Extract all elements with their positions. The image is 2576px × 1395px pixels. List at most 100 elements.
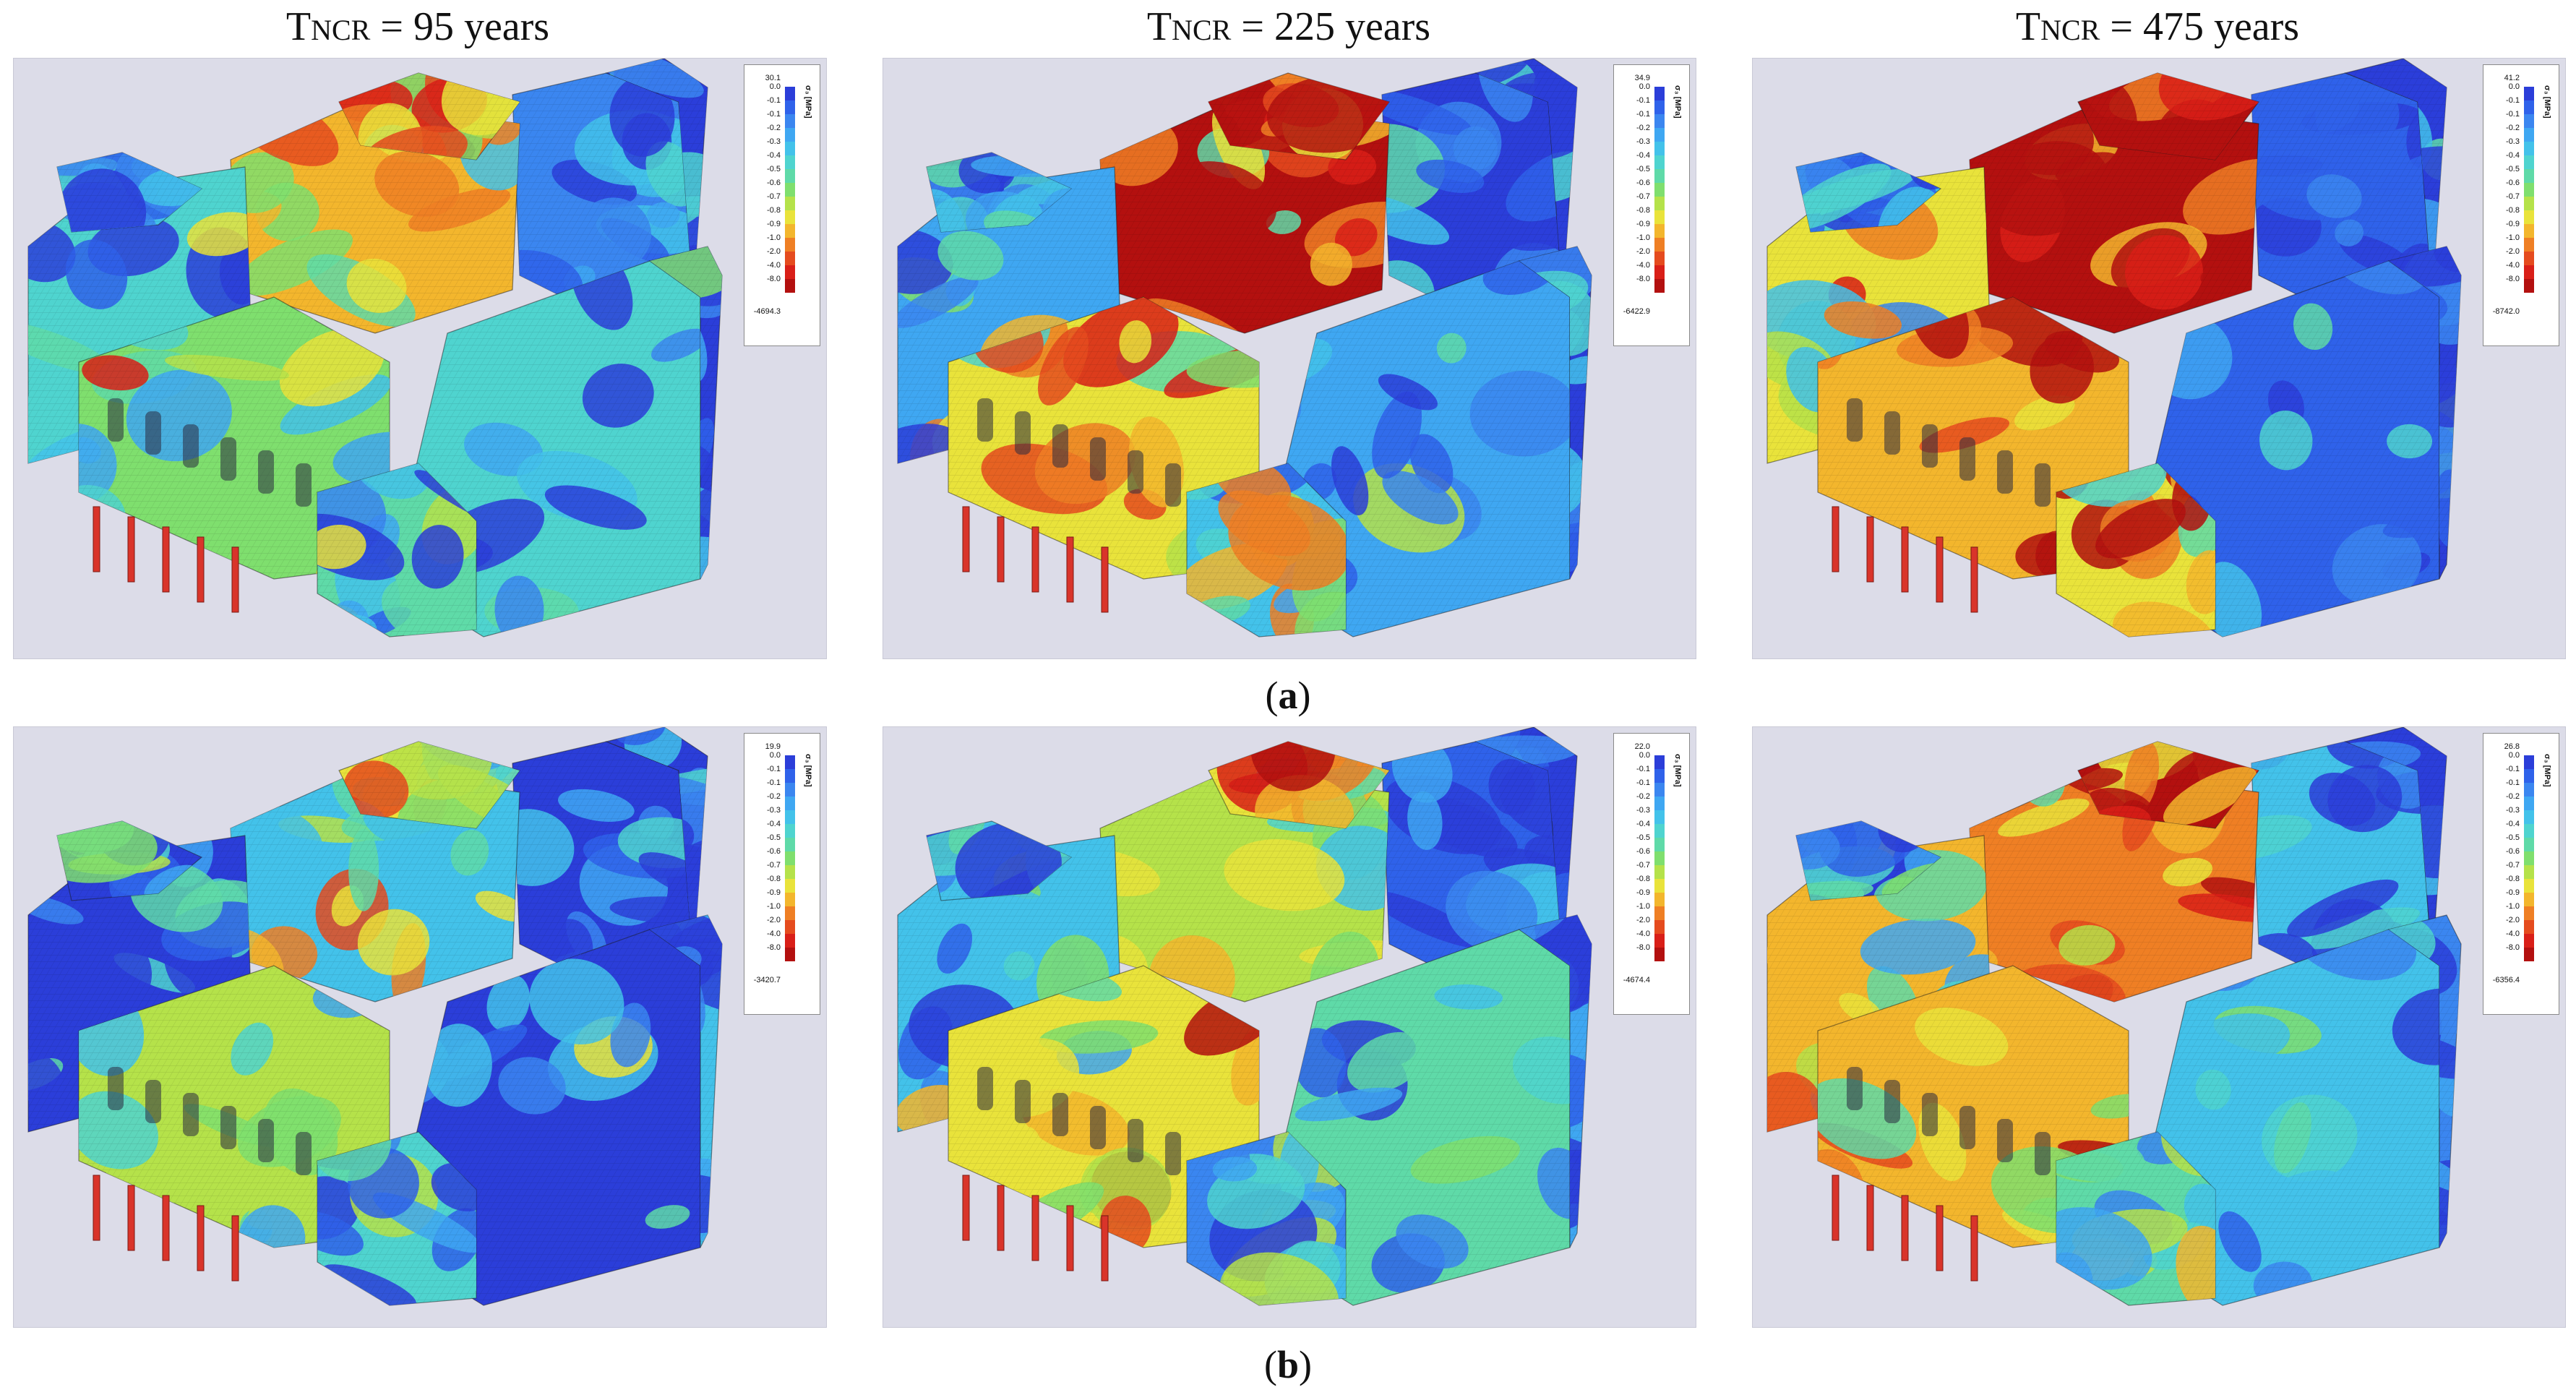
legend-tick-label: -0.9 <box>2506 888 2520 897</box>
legend-tick-label: -0.3 <box>2506 137 2520 146</box>
arcade-opening <box>1165 1132 1181 1175</box>
column <box>1901 1195 1909 1261</box>
legend-swatch <box>785 769 795 783</box>
legend-tick-label: -0.6 <box>1636 847 1650 856</box>
legend-tick-label: -0.4 <box>2506 151 2520 160</box>
legend-color-bar <box>2524 755 2534 961</box>
legend-tick-label: -0.7 <box>1636 192 1650 201</box>
stress-map-panel-a-225: 34.9 0.0 -0.1 -0.1 -0.2 -0.3 -0.4 -0.5 -0.6 -0.7 -… <box>883 58 1696 659</box>
legend-swatch <box>1654 114 1665 128</box>
arcade-opening <box>1165 463 1181 507</box>
legend-tick-label: -1.0 <box>1636 233 1650 242</box>
fe-building-model <box>897 59 1592 638</box>
legend-tick-label: -8.0 <box>1636 943 1650 952</box>
legend-swatch <box>2524 155 2534 169</box>
legend-tick-label: -0.1 <box>767 778 781 787</box>
legend-swatch <box>1654 865 1665 879</box>
arcade-opening <box>1884 1080 1900 1123</box>
legend-tick-label: -0.3 <box>767 137 781 146</box>
legend-tick-label: 0.0 <box>2508 751 2520 760</box>
legend-tick-label: -0.1 <box>1636 765 1650 773</box>
legend-tick-label: -0.2 <box>1636 124 1650 132</box>
legend-tick-label: -0.8 <box>1636 206 1650 215</box>
column <box>997 516 1005 583</box>
arcade-opening <box>296 1132 312 1175</box>
legend-tick-label: -0.7 <box>767 192 781 201</box>
arcade-opening <box>1128 450 1143 494</box>
legend-min-value: -6356.4 <box>2492 976 2520 984</box>
legend-tick-label: -0.7 <box>2506 192 2520 201</box>
legend-tick-label: -0.3 <box>1636 806 1650 815</box>
legend-unit-label: σ₃ [MPa] <box>1673 754 1682 787</box>
building-part <box>1208 741 1391 829</box>
legend-tick-label: -0.1 <box>2506 96 2520 105</box>
legend-tick-label: -0.6 <box>767 847 781 856</box>
arcade-opening <box>977 398 993 442</box>
column <box>1970 1215 1978 1282</box>
legend-swatch <box>2524 838 2534 851</box>
legend-min-value: -3420.7 <box>753 976 781 984</box>
legend-swatch <box>1654 783 1665 797</box>
legend-swatch <box>785 797 795 810</box>
arcade-opening <box>1052 424 1068 468</box>
legend-unit-label: σ₃ [MPa] <box>2543 754 2551 787</box>
arcade-opening <box>145 411 161 455</box>
legend-swatch <box>785 210 795 224</box>
legend-swatch <box>785 197 795 210</box>
column <box>1101 546 1109 613</box>
legend-tick-label: -0.1 <box>767 765 781 773</box>
legend-swatch <box>1654 238 1665 252</box>
legend-swatch <box>785 920 795 934</box>
legend-unit-label: σ₃ [MPa] <box>804 754 812 787</box>
legend-swatch <box>785 100 795 114</box>
column <box>127 1185 135 1251</box>
legend-swatch <box>2524 279 2534 293</box>
stress-map-panel-b-225: 22.0 0.0 -0.1 -0.1 -0.2 -0.3 -0.4 -0.5 -0.6 -0.7 -… <box>883 726 1696 1328</box>
legend-swatch <box>1654 906 1665 920</box>
legend-swatch <box>1654 879 1665 893</box>
legend-swatch <box>1654 934 1665 948</box>
legend-tick-label: -4.0 <box>1636 261 1650 270</box>
legend-swatch <box>785 783 795 797</box>
legend-swatch <box>1654 169 1665 183</box>
legend-tick-label: -0.9 <box>767 888 781 897</box>
fe-building-model <box>1766 727 2462 1306</box>
column <box>93 506 100 572</box>
legend-tick-label: 0.0 <box>1639 751 1650 760</box>
legend-swatch <box>1654 265 1665 279</box>
legend-tick-label: -0.9 <box>1636 888 1650 897</box>
legend-swatch <box>785 265 795 279</box>
stress-legend: 41.2 0.0 -0.1 -0.1 -0.2 -0.3 -0.4 -0.5 -0.6 -0.7 -… <box>2483 64 2559 346</box>
arcade-opening <box>977 1067 993 1110</box>
row-label-b: (b) <box>1263 1343 1312 1386</box>
legend-tick-label: -2.0 <box>2506 916 2520 924</box>
legend-swatch <box>2524 169 2534 183</box>
legend-color-bar <box>1654 755 1665 961</box>
legend-tick-label: -1.0 <box>767 902 781 911</box>
arcade-opening <box>1090 437 1106 481</box>
legend-min-value: -4674.4 <box>1623 976 1650 984</box>
column <box>962 1175 970 1241</box>
column <box>1832 1175 1839 1241</box>
legend-max-value: 34.9 <box>1634 74 1650 82</box>
arcade-opening <box>1128 1119 1143 1162</box>
legend-swatch <box>2524 906 2534 920</box>
legend-swatch <box>2524 893 2534 906</box>
legend-swatch <box>2524 879 2534 893</box>
legend-swatch <box>1654 948 1665 961</box>
legend-swatch <box>785 824 795 838</box>
legend-tick-label: -0.9 <box>2506 220 2520 228</box>
column <box>197 536 205 603</box>
legend-tick-label: -0.6 <box>2506 179 2520 187</box>
fe-building-model <box>27 59 723 638</box>
legend-swatch <box>785 155 795 169</box>
arcade-opening <box>1922 1093 1938 1136</box>
legend-tick-label: -0.2 <box>2506 124 2520 132</box>
legend-swatch <box>1654 128 1665 142</box>
legend-tick-label: -0.7 <box>1636 861 1650 870</box>
arcade-opening <box>1052 1093 1068 1136</box>
legend-tick-label: -0.4 <box>767 151 781 160</box>
legend-swatch <box>1654 87 1665 100</box>
legend-tick-label: -0.1 <box>767 110 781 119</box>
legend-tick-label: -2.0 <box>2506 247 2520 256</box>
